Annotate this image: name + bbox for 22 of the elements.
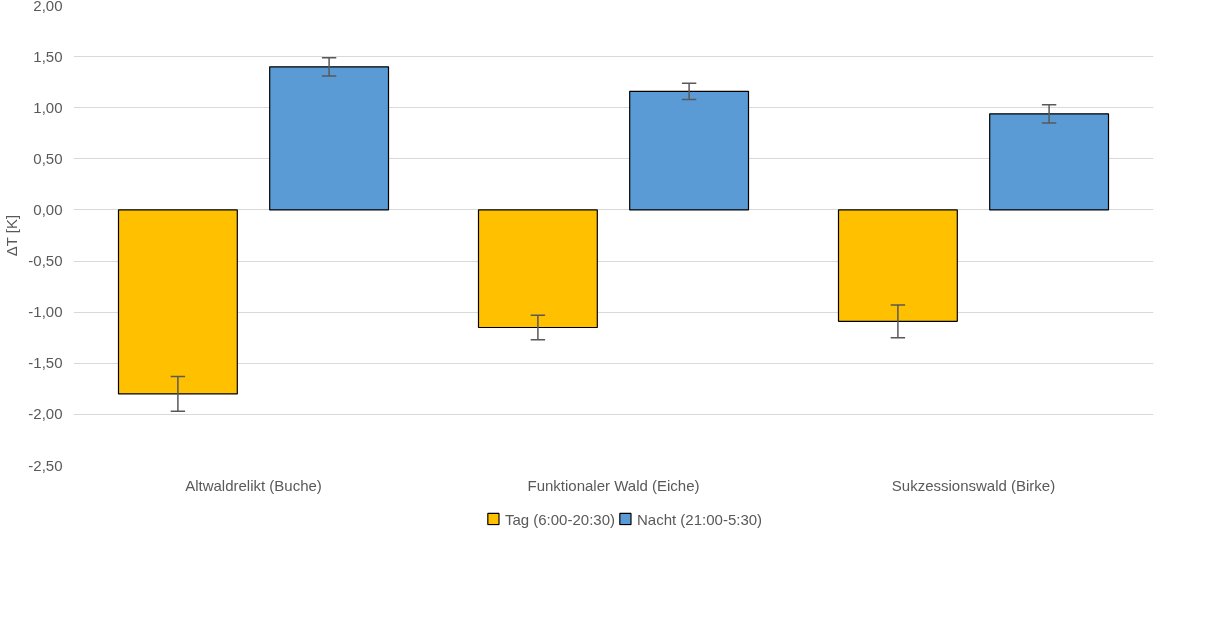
y-tick-label: 1,00 [33,98,63,116]
x-tick-label: Altwaldrelikt (Buche) [185,476,322,494]
y-tick-label: -1,00 [28,303,63,321]
x-tick-label: Funktionaler Wald (Eiche) [527,476,700,494]
bar [989,113,1110,211]
bar [477,209,598,329]
legend-label: Nacht (21:00-5:30) [637,510,763,527]
y-tick-label: 0,00 [33,200,63,218]
y-tick-label: -1,50 [28,354,63,372]
bar [269,66,390,211]
y-tick-label: 1,50 [33,47,63,65]
y-tick-label: -2,50 [28,456,63,474]
bar [117,209,238,395]
legend-label: Tag (6:00-20:30) [504,510,615,527]
y-tick-label: 0,50 [33,149,63,167]
x-tick-label: Sukzessionswald (Birke) [891,476,1056,494]
bar [837,209,958,322]
y-tick-label: -2,00 [28,405,63,423]
y-tick-label: -0,50 [28,252,63,270]
y-tick-label: 2,00 [33,0,63,14]
bar [629,90,750,211]
y-axis-title: ΔT [K] [3,214,21,257]
